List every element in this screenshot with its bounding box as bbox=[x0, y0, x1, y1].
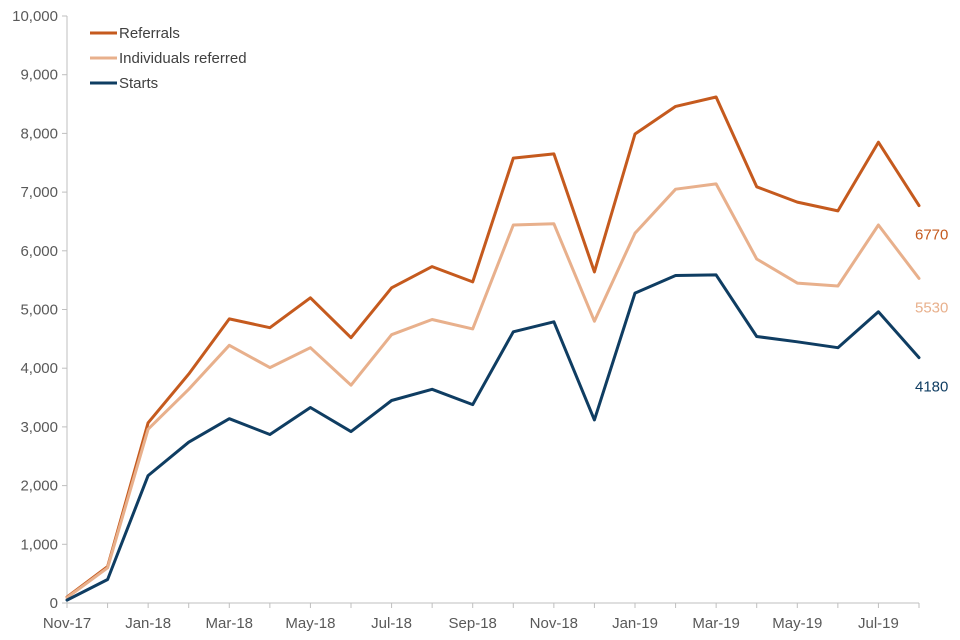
series-line-starts bbox=[65, 273, 921, 602]
x-tick-label: Mar-18 bbox=[206, 615, 254, 632]
y-tick-label: 5,000 bbox=[20, 302, 58, 319]
x-tick-label: Jul-18 bbox=[371, 615, 412, 632]
x-tick-label: May-18 bbox=[285, 615, 335, 632]
legend-label: Starts bbox=[119, 75, 158, 92]
y-tick-label: 7,000 bbox=[20, 184, 58, 201]
x-tick-label: Sep-18 bbox=[449, 615, 497, 632]
y-tick-label: 8,000 bbox=[20, 125, 58, 142]
legend-label: Individuals referred bbox=[119, 50, 247, 67]
y-tick-label: 3,000 bbox=[20, 419, 58, 436]
y-tick-label: 10,000 bbox=[12, 8, 58, 25]
y-tick-label: 4,000 bbox=[20, 360, 58, 377]
y-tick-label: 6,000 bbox=[20, 243, 58, 260]
y-tick-label: 1,000 bbox=[20, 536, 58, 553]
series-line-individuals-referred bbox=[65, 182, 921, 600]
x-tick-label: Nov-17 bbox=[43, 615, 91, 632]
legend-label: Referrals bbox=[119, 25, 180, 42]
y-tick-label: 0 bbox=[50, 595, 58, 612]
x-tick-label: Mar-19 bbox=[692, 615, 740, 632]
x-tick-label: Nov-18 bbox=[530, 615, 578, 632]
x-tick-label: May-19 bbox=[772, 615, 822, 632]
end-value-label: 4180 bbox=[915, 379, 948, 396]
x-tick-label: Jan-18 bbox=[125, 615, 171, 632]
x-tick-label: Jan-19 bbox=[612, 615, 658, 632]
y-tick-label: 9,000 bbox=[20, 67, 58, 84]
end-value-label: 5530 bbox=[915, 299, 948, 316]
end-value-label: 6770 bbox=[915, 227, 948, 244]
x-tick-label: Jul-19 bbox=[858, 615, 899, 632]
series-line-referrals bbox=[65, 95, 921, 599]
y-tick-label: 2,000 bbox=[20, 478, 58, 495]
